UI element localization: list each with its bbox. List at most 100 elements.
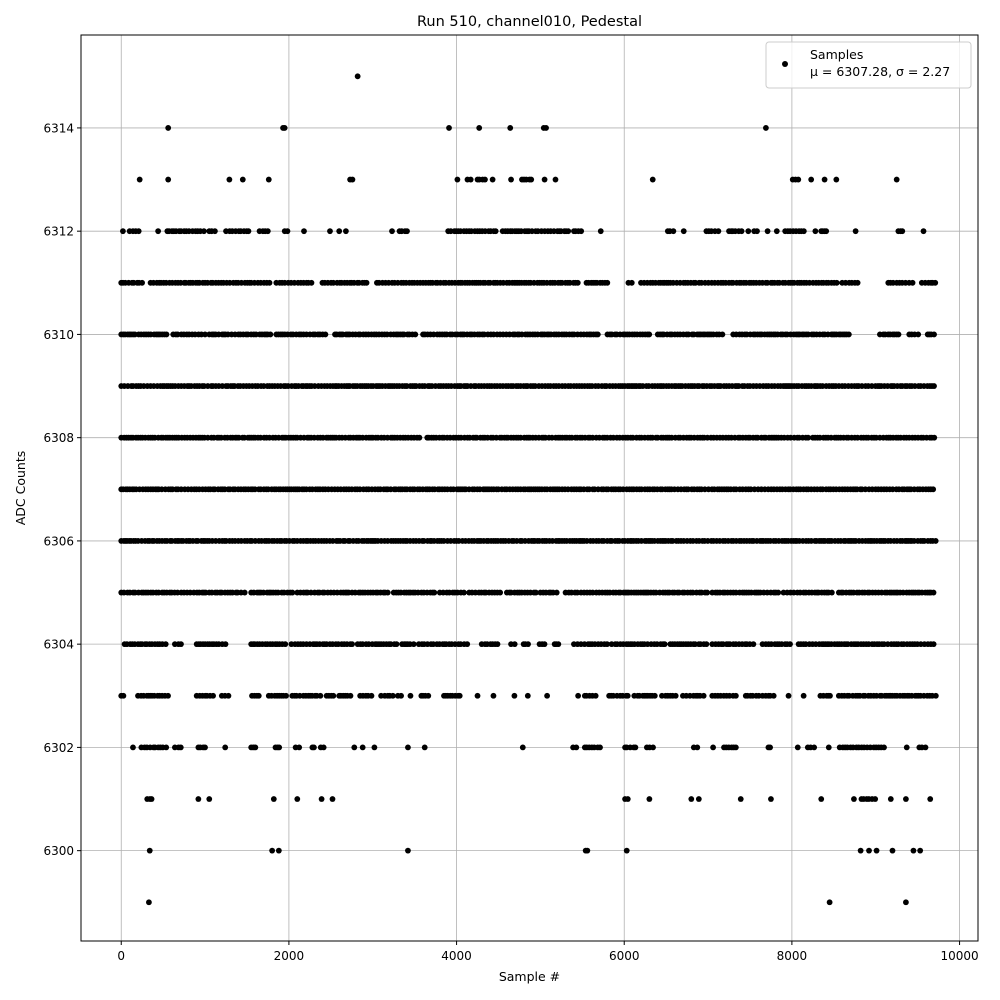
sample-point <box>276 744 283 751</box>
sample-point <box>255 692 262 699</box>
sample-point <box>252 744 259 751</box>
sample-point <box>359 744 366 751</box>
sample-point <box>474 692 481 699</box>
sample-point <box>794 744 801 751</box>
sample-point <box>265 176 272 183</box>
sample-point <box>212 228 218 235</box>
sample-point <box>267 331 274 338</box>
sample-point <box>719 331 726 338</box>
sample-point <box>322 331 329 338</box>
legend-stats-label: μ = 6307.28, σ = 2.27 <box>810 64 950 79</box>
sample-point <box>239 176 246 183</box>
sample-point <box>202 744 208 751</box>
sample-point <box>732 744 739 751</box>
sample-point <box>695 796 702 802</box>
sample-point <box>909 279 916 286</box>
sample-point <box>398 692 404 699</box>
sample-point <box>785 692 792 699</box>
x-tick-label: 4000 <box>441 949 472 963</box>
sample-point <box>130 744 136 751</box>
sample-point <box>308 279 315 286</box>
sample-point <box>269 847 276 854</box>
sample-point <box>808 176 815 183</box>
sample-point <box>163 331 170 338</box>
sample-point <box>421 744 428 751</box>
sample-point <box>745 228 752 235</box>
sample-point <box>454 176 461 183</box>
sample-point <box>851 796 857 802</box>
sample-point <box>903 899 909 906</box>
sample-point <box>597 744 603 751</box>
sample-point <box>467 176 474 183</box>
sample-point <box>592 692 599 699</box>
sample-point <box>416 434 423 441</box>
sample-point <box>275 847 282 854</box>
sample-point <box>553 589 560 596</box>
sample-point <box>404 228 410 235</box>
sample-point <box>594 331 601 338</box>
sample-point <box>264 228 271 235</box>
sample-point <box>688 796 695 802</box>
sample-point <box>384 589 391 596</box>
sample-point <box>148 796 155 802</box>
sample-point <box>317 692 324 699</box>
sample-point <box>489 176 496 183</box>
y-axis-title: ADC Counts <box>13 451 28 526</box>
sample-point <box>202 331 208 338</box>
y-tick-label: 6312 <box>43 225 74 239</box>
sample-point <box>349 641 356 648</box>
sample-point <box>584 847 591 854</box>
sample-point <box>165 125 172 131</box>
sample-point <box>833 176 840 183</box>
sample-point <box>700 692 707 699</box>
sample-point <box>284 228 291 235</box>
sample-point <box>773 228 780 235</box>
sample-point <box>139 279 145 286</box>
sample-point <box>283 692 289 699</box>
sample-point <box>405 744 411 751</box>
sample-point <box>555 641 562 648</box>
x-tick-label: 8000 <box>777 949 808 963</box>
sample-point <box>120 692 127 699</box>
sample-point <box>195 796 202 802</box>
sample-point <box>646 796 653 802</box>
sample-point <box>165 176 172 183</box>
y-tick-label: 6300 <box>43 844 74 858</box>
sample-point <box>368 692 375 699</box>
sample-point <box>825 744 832 751</box>
sample-point <box>628 279 635 286</box>
sample-point <box>881 744 887 751</box>
x-tick-label: 6000 <box>609 949 640 963</box>
legend-box <box>765 41 972 89</box>
sample-point <box>932 538 939 544</box>
sample-point <box>456 692 463 699</box>
sample-point <box>425 692 432 699</box>
sample-point <box>329 796 336 802</box>
sample-point <box>763 125 769 131</box>
sample-point <box>597 228 604 235</box>
sample-point <box>461 589 467 596</box>
sample-point <box>915 331 922 338</box>
sample-point <box>854 279 861 286</box>
sample-point <box>497 589 504 596</box>
sample-point <box>910 847 917 854</box>
sample-point <box>827 692 833 699</box>
sample-point <box>922 744 929 751</box>
sample-point <box>704 589 711 596</box>
legend-series-label: Samples <box>810 47 863 62</box>
sample-point <box>852 228 859 235</box>
sample-point <box>931 434 938 441</box>
sample-point <box>177 744 184 751</box>
sample-point <box>710 744 716 751</box>
legend: Samples μ = 6307.28, σ = 2.27 <box>765 41 972 89</box>
sample-point <box>508 176 514 183</box>
sample-point <box>541 176 548 183</box>
sample-point <box>511 692 518 699</box>
sample-point <box>311 744 317 751</box>
sample-point <box>651 692 658 699</box>
sample-point <box>528 176 535 183</box>
sample-point <box>354 73 361 80</box>
sample-point <box>494 641 501 648</box>
sample-point <box>412 331 419 338</box>
